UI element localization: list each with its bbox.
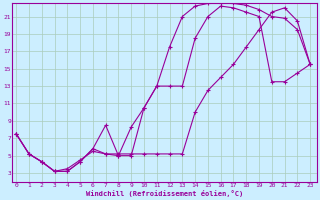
- X-axis label: Windchill (Refroidissement éolien,°C): Windchill (Refroidissement éolien,°C): [86, 190, 243, 197]
